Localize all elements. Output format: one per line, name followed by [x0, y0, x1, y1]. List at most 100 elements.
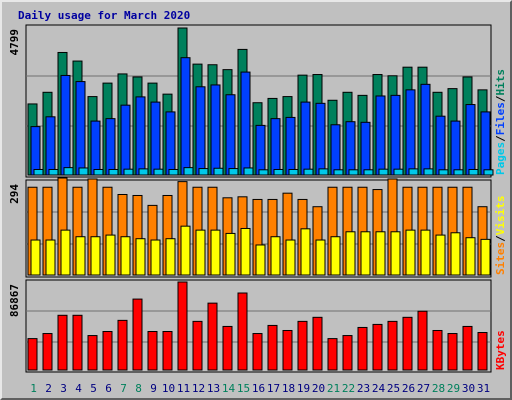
bar-files-day-6 — [105, 118, 116, 176]
bar-visits-day-22 — [345, 231, 356, 276]
bar-visits-day-31 — [480, 238, 491, 276]
legend-item-sites: Sites — [494, 242, 507, 275]
bar-visits-day-17 — [270, 236, 281, 276]
bar-files-day-24 — [375, 95, 386, 176]
bar-pages-day-11 — [183, 167, 194, 176]
bar-pages-day-28 — [438, 169, 449, 176]
bar-pages-day-23 — [363, 169, 374, 176]
bar-kbytes-day-6 — [102, 331, 113, 371]
bar-kbytes-day-31 — [477, 332, 488, 371]
bar-visits-day-14 — [225, 232, 236, 276]
legend-item-files: Files — [494, 102, 507, 135]
x-tick-label-day-11: 11 — [177, 382, 190, 395]
bar-kbytes-day-7 — [117, 319, 128, 371]
bar-kbytes-day-28 — [432, 329, 443, 371]
bar-pages-day-13 — [213, 167, 224, 176]
bar-visits-day-12 — [195, 229, 206, 276]
x-tick-label-day-5: 5 — [90, 382, 97, 395]
bar-kbytes-day-30 — [462, 325, 473, 371]
bar-visits-day-20 — [315, 239, 326, 276]
bar-kbytes-day-4 — [72, 314, 83, 371]
x-tick-label-day-19: 19 — [297, 382, 310, 395]
bar-pages-day-12 — [198, 168, 209, 176]
bar-kbytes-day-13 — [207, 302, 218, 371]
x-tick-label-day-7: 7 — [120, 382, 127, 395]
bar-visits-day-28 — [435, 234, 446, 276]
legend: Pages/Files/Hits — [494, 69, 507, 175]
bar-kbytes-day-14 — [222, 325, 233, 371]
chart-panel-3: 86867 KBytes — [8, 279, 507, 373]
bar-pages-day-4 — [78, 167, 89, 176]
chart-title: Daily usage for March 2020 — [18, 9, 190, 22]
bar-kbytes-day-11 — [177, 281, 188, 371]
bar-kbytes-day-10 — [162, 331, 173, 371]
y-max-label: 4799 — [8, 29, 21, 56]
bar-files-day-4 — [75, 81, 86, 176]
bar-visits-day-26 — [405, 229, 416, 276]
x-tick-label-day-13: 13 — [207, 382, 220, 395]
bar-kbytes-day-21 — [327, 338, 338, 371]
x-tick-label-day-18: 18 — [282, 382, 295, 395]
bar-files-day-1 — [30, 126, 41, 176]
bar-pages-day-3 — [63, 167, 74, 176]
bar-visits-day-5 — [90, 236, 101, 276]
bar-files-day-5 — [90, 120, 101, 176]
bar-pages-day-30 — [468, 168, 479, 176]
bar-visits-day-6 — [105, 234, 116, 276]
bar-files-day-18 — [285, 116, 296, 176]
bar-kbytes-day-18 — [282, 329, 293, 371]
bar-visits-day-4 — [75, 236, 86, 276]
bar-visits-day-23 — [360, 231, 371, 276]
legend-item-hits: Hits — [494, 69, 507, 96]
bar-files-day-12 — [195, 86, 206, 176]
bar-files-day-7 — [120, 104, 131, 176]
x-tick-label-day-28: 28 — [432, 382, 445, 395]
bar-visits-day-10 — [165, 238, 176, 276]
bar-files-day-22 — [345, 121, 356, 176]
bar-kbytes-day-23 — [357, 326, 368, 371]
bar-files-day-19 — [300, 101, 311, 176]
bar-pages-day-20 — [318, 168, 329, 176]
chart-panel-2: 294 Sites/Visits — [8, 177, 507, 278]
bar-files-day-11 — [180, 57, 191, 176]
legend-item-pages: Pages — [494, 142, 507, 175]
bar-pages-day-17 — [273, 168, 284, 176]
bar-visits-day-29 — [450, 232, 461, 276]
bar-pages-day-24 — [378, 168, 389, 176]
bar-pages-day-27 — [423, 168, 434, 176]
bar-kbytes-day-20 — [312, 316, 323, 371]
x-tick-label-day-22: 22 — [342, 382, 355, 395]
bar-pages-day-21 — [333, 169, 344, 176]
legend: KBytes — [494, 330, 507, 370]
bar-kbytes-day-17 — [267, 324, 278, 371]
bar-kbytes-day-24 — [372, 323, 383, 371]
bar-pages-day-7 — [123, 168, 134, 176]
bar-pages-day-16 — [258, 169, 269, 176]
x-tick-label-day-6: 6 — [105, 382, 112, 395]
legend-item-kbytes: KBytes — [494, 330, 507, 370]
bar-pages-day-1 — [33, 168, 44, 176]
bar-kbytes-day-29 — [447, 333, 458, 371]
bar-files-day-20 — [315, 102, 326, 176]
bar-kbytes-day-1 — [27, 338, 38, 371]
bar-visits-day-19 — [300, 228, 311, 276]
x-tick-label-day-15: 15 — [237, 382, 250, 395]
bar-pages-day-25 — [393, 168, 404, 176]
bar-pages-day-31 — [483, 169, 494, 176]
bar-files-day-16 — [255, 124, 266, 176]
x-tick-label-day-8: 8 — [135, 382, 142, 395]
x-tick-label-day-9: 9 — [150, 382, 157, 395]
bar-visits-day-27 — [420, 229, 431, 276]
bar-visits-day-15 — [240, 227, 251, 276]
x-tick-label-day-30: 30 — [462, 382, 475, 395]
bar-pages-day-29 — [453, 169, 464, 176]
bar-pages-day-5 — [93, 168, 104, 176]
bar-kbytes-day-3 — [57, 314, 68, 371]
bar-pages-day-2 — [48, 168, 59, 176]
y-max-label: 86867 — [8, 284, 21, 317]
bar-files-day-27 — [420, 83, 431, 176]
bar-visits-day-24 — [375, 231, 386, 276]
bar-pages-day-18 — [288, 168, 299, 176]
bar-kbytes-day-15 — [237, 292, 248, 371]
